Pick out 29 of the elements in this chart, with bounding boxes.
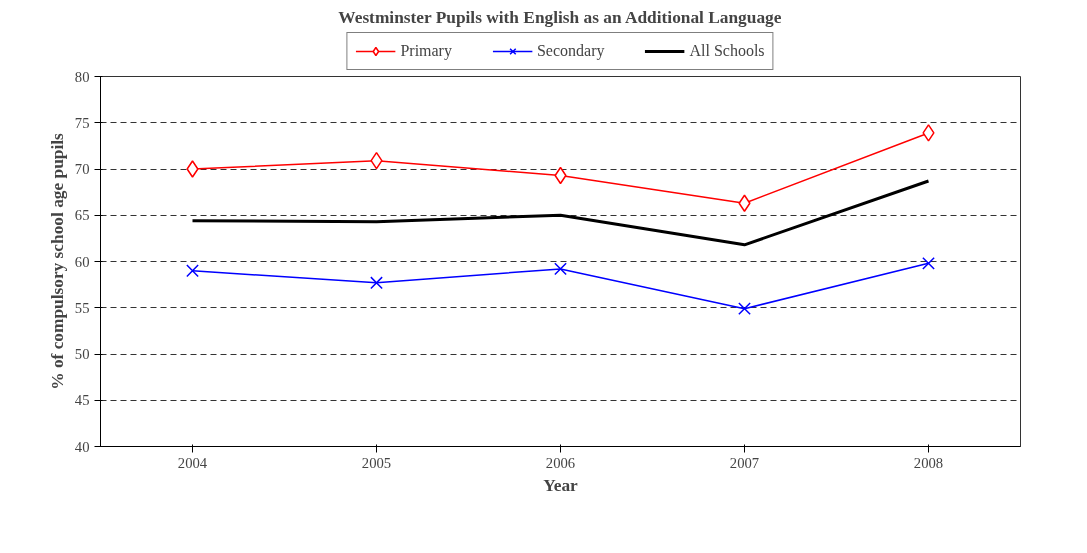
point [370, 276, 383, 290]
legend-label: Primary [400, 42, 452, 60]
x-tick-label: 2008 [913, 454, 944, 471]
y-tick-label: 50 [74, 346, 90, 362]
y-tick-label: 65 [74, 207, 90, 224]
point [922, 124, 935, 142]
x-tick-label: 2007 [729, 454, 760, 471]
y-tick-label: 55 [74, 299, 90, 316]
y-tick-label: 70 [74, 161, 90, 177]
point [922, 256, 935, 270]
y-tick-label: 60 [74, 253, 90, 270]
point [554, 262, 567, 276]
x-tick-label: 2004 [177, 454, 208, 471]
y-tick-label: 45 [74, 392, 90, 409]
y-axis-title: % of compulsory school age pupils [47, 132, 67, 390]
y-tick-label: 75 [74, 114, 90, 131]
y-tick-label: 40 [74, 438, 90, 455]
chart-title: Westminster Pupils with English as an Additional Language [338, 7, 782, 27]
x-axis-title: Year [543, 475, 579, 495]
point [186, 160, 199, 178]
x-tick-label: 2006 [545, 454, 576, 471]
line-series [191, 179, 930, 247]
x-tick-label: 2005 [361, 454, 392, 471]
y-tick-label: 80 [74, 68, 90, 85]
point [186, 264, 199, 278]
point [738, 194, 751, 212]
legend-label: Secondary [536, 42, 605, 60]
legend-label: All Schools [689, 42, 765, 60]
point [738, 302, 751, 316]
